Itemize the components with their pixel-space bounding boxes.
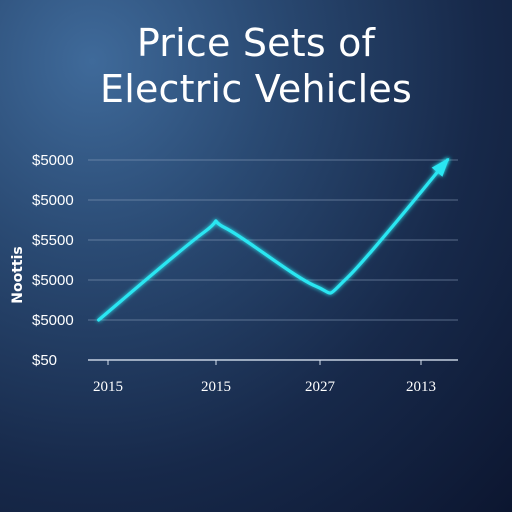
- x-tick-label: 2015: [93, 379, 123, 395]
- series-layer: [99, 158, 450, 320]
- y-tick-labels: $5000 $5000 $5500 $5000 $5000 $50: [32, 152, 74, 369]
- y-tick-label: $50: [32, 352, 57, 369]
- y-axis-label: Noottis: [10, 246, 26, 303]
- x-tick-label: 2013: [406, 379, 436, 395]
- x-tick-label: 2027: [305, 379, 336, 395]
- y-tick-label: $5000: [32, 192, 74, 209]
- x-tick-label: 2015: [201, 379, 231, 395]
- y-tick-label: $5000: [32, 312, 74, 329]
- y-tick-label: $5500: [32, 232, 74, 249]
- y-tick-label: $5000: [32, 272, 74, 289]
- x-tick-labels: 2015 2015 2027 2013: [93, 360, 436, 395]
- y-tick-label: $5000: [32, 152, 74, 169]
